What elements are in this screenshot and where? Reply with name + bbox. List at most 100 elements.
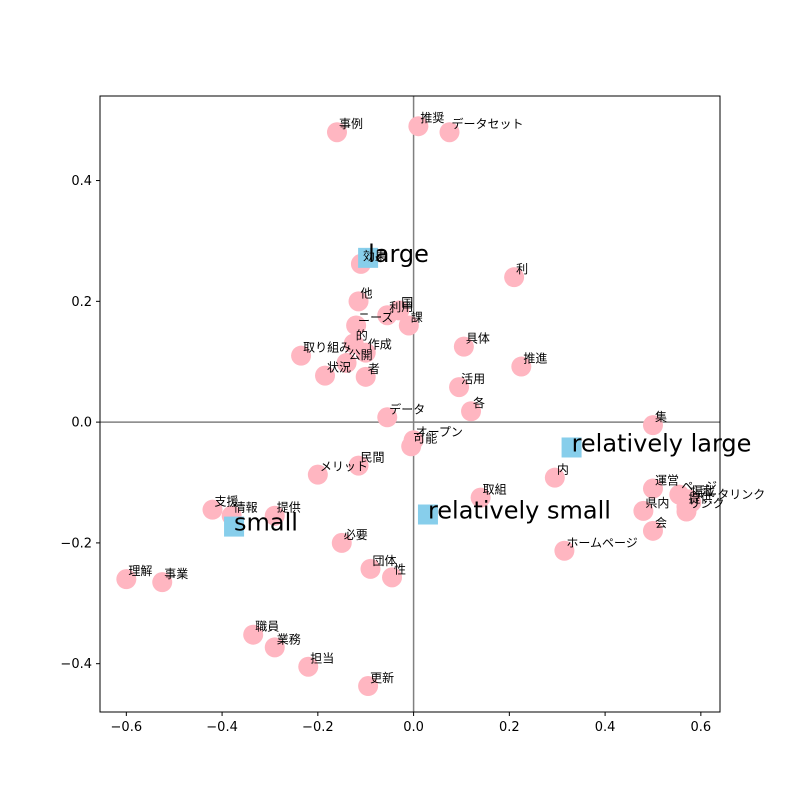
word-point <box>307 464 328 485</box>
word-label: 具体 <box>466 332 490 346</box>
word-point <box>355 366 376 387</box>
word-label: 各 <box>473 395 485 410</box>
y-tick-label: −0.4 <box>60 657 92 672</box>
word-label: 取り組み <box>303 341 351 355</box>
word-point <box>439 122 460 143</box>
word-label: 者 <box>368 362 380 376</box>
word-label: 提供 <box>688 491 712 506</box>
word-point <box>676 501 697 522</box>
word-label: 必要 <box>344 528 368 542</box>
word-label: 支援 <box>215 495 239 509</box>
word-point <box>291 345 312 366</box>
word-point <box>377 305 398 326</box>
word-label: 取組 <box>483 483 507 497</box>
word-label: 職員 <box>255 620 279 634</box>
x-tick-label: 0.0 <box>403 720 424 735</box>
word-point <box>355 342 376 363</box>
reference-lines <box>100 96 720 712</box>
category-label: relatively small <box>428 497 611 525</box>
word-label: 提供 <box>277 500 301 515</box>
word-label: 団体 <box>373 554 397 568</box>
word-label: 業務 <box>277 632 301 646</box>
word-label: 国 <box>401 295 413 309</box>
category-point <box>561 437 582 458</box>
word-point <box>152 572 173 593</box>
x-tick-label: 0.6 <box>691 720 712 735</box>
word-point <box>116 569 137 590</box>
word-label: 掲載 <box>691 483 715 498</box>
category-label: small <box>234 509 298 537</box>
word-point <box>470 487 491 508</box>
y-tick-label: −0.2 <box>60 536 92 551</box>
word-label: 内 <box>557 463 569 477</box>
word-label: 性 <box>394 562 406 576</box>
word-point <box>348 291 369 312</box>
y-tick-label: 0.4 <box>71 174 92 189</box>
word-point <box>377 407 398 428</box>
word-point <box>202 499 223 520</box>
word-label: 活用 <box>461 372 485 386</box>
word-point <box>298 656 319 677</box>
word-label: 民間 <box>361 451 385 465</box>
word-label: メリット <box>320 460 368 474</box>
word-label: 担当 <box>310 652 334 666</box>
word-point <box>401 436 422 457</box>
word-point <box>264 637 285 658</box>
word-label: 他 <box>361 286 373 300</box>
word-label: 利 <box>516 262 528 276</box>
word-label: 状況 <box>327 360 351 375</box>
x-axis: −0.6 −0.4 −0.2 0.0 0.2 0.4 0.6 <box>111 712 712 735</box>
word-point <box>398 315 419 336</box>
word-label: リンク <box>688 496 724 510</box>
word-label: 利用 <box>389 300 413 314</box>
word-label: 情報 <box>234 501 258 515</box>
word-point <box>408 116 429 137</box>
word-label: 推奨 <box>420 111 444 125</box>
word-point <box>511 356 532 377</box>
word-label: データ <box>389 401 425 416</box>
word-point <box>243 624 264 645</box>
word-point <box>544 467 565 488</box>
word-label: 推進 <box>523 352 547 366</box>
category-label: large <box>368 240 429 268</box>
word-point <box>633 500 654 521</box>
word-label: 効果 <box>363 248 387 263</box>
word-label: オープン <box>416 425 463 439</box>
word-point <box>642 415 663 436</box>
word-point <box>331 532 352 553</box>
word-point <box>554 540 575 561</box>
word-point <box>449 377 470 398</box>
word-point <box>453 336 474 357</box>
x-tick-label: −0.4 <box>206 720 238 735</box>
word-point <box>348 455 369 476</box>
word-label: 作成 <box>368 338 392 352</box>
word-label: 課 <box>411 309 423 324</box>
y-tick-label: 0.2 <box>71 295 92 310</box>
y-axis: −0.4 −0.2 0.0 0.2 0.4 <box>60 174 100 672</box>
word-label: 公開 <box>349 348 373 362</box>
x-tick-label: −0.2 <box>302 720 334 735</box>
category-point <box>417 504 438 525</box>
word-point <box>382 567 403 588</box>
word-label: 的 <box>356 328 368 343</box>
word-label: データセット <box>451 116 523 131</box>
points-layer <box>116 116 702 697</box>
x-tick-label: −0.6 <box>111 720 143 735</box>
word-point <box>264 505 285 526</box>
word-point <box>642 520 663 541</box>
word-point <box>461 401 482 422</box>
category-point <box>224 516 245 537</box>
category-point <box>358 247 379 268</box>
word-label: 事業 <box>164 567 188 581</box>
word-label: ページ <box>681 480 717 494</box>
word-point <box>358 676 379 697</box>
x-tick-label: 0.4 <box>595 720 616 735</box>
word-point <box>315 365 336 386</box>
word-label: 運営 <box>655 474 679 488</box>
word-label: ホームページ <box>566 536 637 550</box>
category-label: relatively large <box>572 429 752 457</box>
word-label: 更新 <box>370 670 394 685</box>
